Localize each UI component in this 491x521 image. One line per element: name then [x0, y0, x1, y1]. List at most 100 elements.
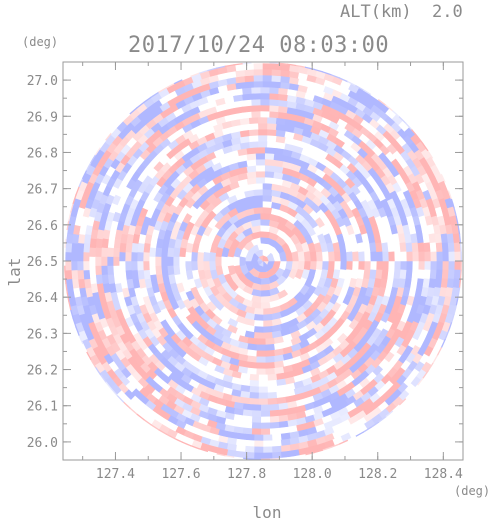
heatmap-cell [262, 194, 273, 202]
heatmap-cell [382, 260, 390, 271]
y-tick-label: 26.9 [27, 110, 58, 125]
heatmap-cell [358, 260, 366, 271]
heatmap-cell [255, 146, 266, 154]
heatmap-cell [255, 158, 266, 166]
heatmap-cell [430, 260, 438, 271]
heatmap-cell [251, 404, 262, 412]
heatmap-cell [258, 386, 268, 394]
heatmap-cell [358, 251, 366, 262]
heatmap-cell [267, 392, 278, 400]
heatmap-cell [255, 176, 266, 184]
y-tick-label: 26.2 [27, 364, 58, 379]
heatmap-cell [453, 269, 462, 280]
heatmap-cell [253, 80, 264, 88]
heatmap-cell [196, 251, 204, 262]
heatmap-cell [227, 255, 234, 267]
heatmap-cell [258, 122, 268, 130]
heatmap-cell [334, 260, 342, 271]
y-tick-label: 26.4 [27, 291, 58, 306]
heatmap-cell [70, 251, 78, 262]
heatmap-cell [264, 170, 275, 179]
heatmap-cell [244, 439, 255, 448]
heatmap-cell [253, 200, 264, 208]
heatmap-cell [202, 251, 210, 262]
heatmap-cell [269, 415, 280, 424]
y-tick-label: 26.5 [27, 255, 58, 270]
heatmap-cell [262, 62, 273, 70]
heatmap-cell [442, 251, 450, 262]
heatmap-cell [394, 260, 402, 271]
heatmap-cell [262, 446, 273, 454]
heatmap-cell [269, 421, 280, 430]
heatmap-cell [264, 368, 275, 376]
heatmap-cell [260, 302, 271, 310]
heatmap-cell [118, 260, 126, 271]
heatmap-cell [260, 212, 271, 220]
heatmap-cell [255, 362, 266, 370]
heatmap-cell [64, 247, 66, 257]
heatmap-cell [251, 428, 262, 436]
heatmap-cell [244, 80, 255, 89]
y-tick-label: 26.3 [27, 327, 58, 342]
heatmap-cell [267, 398, 278, 406]
heatmap-cell [258, 116, 268, 124]
heatmap-cell [262, 332, 273, 340]
heatmap-cell [441, 269, 450, 280]
heatmap-cell [136, 251, 144, 262]
heatmap-cell [258, 140, 268, 148]
heatmap-cell [258, 392, 268, 400]
heatmap-cell [269, 427, 280, 436]
heatmap-cell [253, 320, 264, 328]
heatmap-cell [278, 457, 289, 460]
heatmap-cell [255, 164, 266, 172]
heatmap-cell [271, 445, 282, 454]
heatmap-cell [251, 410, 262, 418]
heatmap-cell [264, 337, 275, 346]
heatmap-cell [260, 416, 271, 424]
heatmap-cell [248, 398, 259, 406]
heatmap-cell [435, 269, 444, 280]
heatmap-cell [412, 260, 420, 271]
heatmap-cell [267, 140, 278, 149]
heatmap-cell [309, 260, 318, 271]
heatmap-cell [454, 251, 462, 262]
heatmap-cell [412, 251, 420, 262]
heatmap-cell [130, 251, 138, 262]
heatmap-cell [248, 385, 259, 394]
heatmap-cell [239, 255, 246, 267]
heatmap-cell [423, 269, 432, 280]
heatmap-cell [346, 260, 354, 271]
heatmap-cell [271, 80, 282, 89]
heatmap-cell [264, 164, 275, 172]
heatmap-cell [76, 269, 85, 280]
heatmap-cell [264, 356, 275, 364]
x-axis-title: lon [253, 503, 282, 521]
heatmap-cell [255, 338, 266, 346]
heatmap-cell [271, 74, 282, 83]
heatmap-cell [88, 246, 96, 257]
heatmap-cell [260, 218, 271, 226]
heatmap-cell [260, 86, 271, 94]
y-tick-label: 26.7 [27, 183, 58, 198]
heatmap-cell [70, 242, 79, 253]
x-tick-label: 127.4 [96, 467, 135, 482]
heatmap-cell [424, 251, 432, 262]
heatmap-cell [258, 134, 268, 142]
heatmap-cell [260, 92, 271, 100]
heatmap-cell [148, 265, 157, 276]
heatmap-cell [448, 260, 456, 271]
heatmap-cell [248, 128, 259, 137]
heatmap-cell [269, 409, 280, 418]
heatmap-cell [136, 260, 144, 271]
heatmap-cell [264, 350, 275, 358]
heatmap-cell [160, 246, 169, 257]
heatmap-cell [418, 251, 426, 262]
heatmap-cell [382, 251, 390, 262]
heatmap-cell [269, 104, 280, 113]
heatmap-cell [352, 260, 360, 271]
heatmap-cell [64, 260, 72, 271]
y-tick-label: 27.0 [27, 74, 58, 89]
heatmap-cell [184, 260, 192, 271]
heatmap-cell [388, 260, 396, 271]
